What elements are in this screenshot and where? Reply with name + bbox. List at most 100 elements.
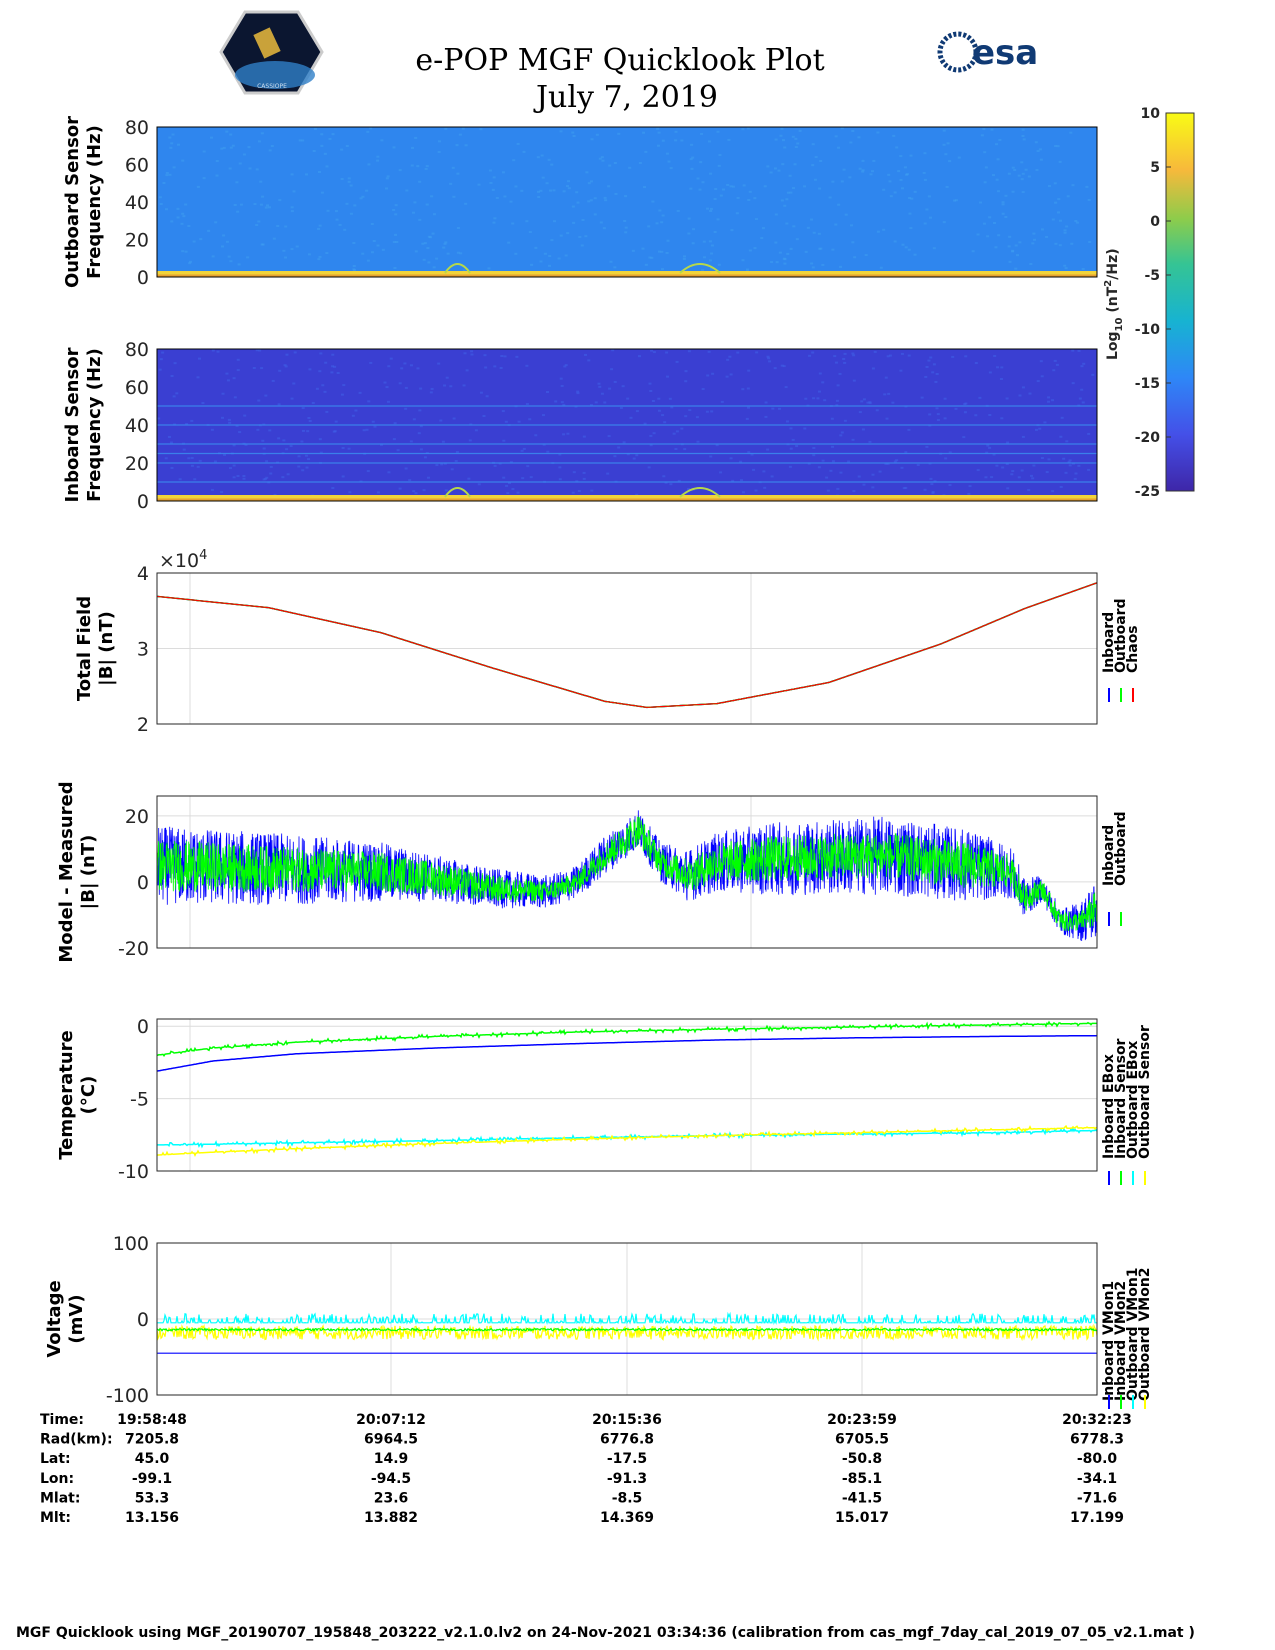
- spectrogram-cell: [576, 390, 580, 393]
- spectrogram-cell: [304, 454, 308, 457]
- spectrogram-cell: [709, 172, 713, 175]
- spectrogram-cell: [988, 216, 992, 219]
- spectrogram-cell: [176, 207, 180, 210]
- spectrogram-cell: [265, 460, 269, 463]
- spectrogram-cell: [385, 177, 389, 180]
- spectrogram-cell: [715, 444, 719, 447]
- spectrogram-cell: [821, 459, 825, 462]
- spectrogram-cell: [929, 356, 933, 359]
- spectrogram-cell: [328, 137, 332, 140]
- spectrogram-cell: [181, 250, 185, 253]
- spectrogram-cell: [558, 478, 562, 481]
- spectrogram-cell: [342, 384, 346, 387]
- spectrogram-cell: [948, 484, 952, 487]
- spectrogram-cell: [242, 153, 246, 156]
- spectrogram-cell: [290, 173, 294, 176]
- spectrogram-cell: [1059, 435, 1063, 438]
- spectrogram-cell: [1081, 401, 1085, 404]
- spectrogram-cell: [692, 228, 696, 231]
- spectrogram-cell: [711, 372, 715, 375]
- spectrogram-cell: [861, 159, 865, 162]
- spectrogram-cell: [167, 435, 171, 438]
- spectrogram-cell: [1034, 141, 1038, 144]
- spectrogram-cell: [358, 391, 362, 394]
- spectrogram-cell: [293, 351, 297, 354]
- spectrogram-cell: [683, 448, 687, 451]
- spectrogram-cell: [943, 417, 947, 420]
- spectrogram-cell: [964, 355, 968, 358]
- spectrogram-cell: [394, 204, 398, 207]
- spectrogram-cell: [589, 404, 593, 407]
- spectrogram-cell: [1021, 435, 1025, 438]
- spectrogram-cell: [211, 255, 215, 258]
- spectrogram-cell: [442, 246, 446, 249]
- spectrogram-cell: [341, 446, 345, 449]
- spectrogram-cell: [599, 221, 603, 224]
- spectrogram-cell: [766, 165, 770, 168]
- spectrogram-cell: [651, 400, 655, 403]
- spectrogram-cell: [795, 238, 799, 241]
- colorbar-tick-label: 10: [1141, 106, 1161, 122]
- spectrogram-cell: [209, 136, 213, 139]
- spectrogram-cell: [479, 128, 483, 131]
- spectrogram-cell: [667, 160, 671, 163]
- spectrogram-cell: [1036, 380, 1040, 383]
- spectrogram-cell: [852, 379, 856, 382]
- spectrogram-cell: [753, 247, 757, 250]
- spectrogram-cell: [942, 143, 946, 146]
- spectrogram-cell: [747, 369, 751, 372]
- y-tick-label: 0: [137, 491, 149, 513]
- spectrogram-cell: [794, 137, 798, 140]
- spectrogram-cell: [771, 407, 775, 410]
- table-cell: 14.369: [600, 1510, 654, 1526]
- spectrogram-cell: [1071, 184, 1075, 187]
- spectrogram-cell: [507, 241, 511, 244]
- spectrogram-cell: [736, 196, 740, 199]
- spectrogram-cell: [670, 406, 674, 409]
- spectrogram-cell: [580, 244, 584, 247]
- spectrogram-cell: [783, 146, 787, 149]
- spectrogram-cell: [774, 213, 778, 216]
- spectrogram-cell: [983, 151, 987, 154]
- spectrogram-cell: [847, 460, 851, 463]
- spectrogram-cell: [340, 393, 344, 396]
- spectrogram-cell: [1088, 241, 1092, 244]
- spectrogram-cell: [366, 130, 370, 133]
- spectrogram-cell: [929, 216, 933, 219]
- spectrogram-cell: [292, 382, 296, 385]
- spectrogram-cell: [470, 353, 474, 356]
- spectrogram-cell: [229, 146, 233, 149]
- spectrogram-cell: [432, 213, 436, 216]
- spectrogram-cell: [796, 142, 800, 145]
- spectrogram-cell: [807, 462, 811, 465]
- spectrogram-cell: [398, 487, 402, 490]
- spectrogram-cell: [885, 417, 889, 420]
- spectrogram-cell: [1059, 485, 1063, 488]
- colorbar-tick-label: -20: [1135, 430, 1161, 446]
- spectrogram-cell: [264, 394, 268, 397]
- spectrogram-cell: [292, 190, 296, 193]
- spectrogram-cell: [668, 397, 672, 400]
- spectrogram-cell: [783, 262, 787, 265]
- spectrogram-cell: [244, 443, 248, 446]
- spectrogram-cell: [467, 477, 471, 480]
- y-exponent-label: ×104: [159, 548, 207, 572]
- spectral-feature: [679, 487, 721, 498]
- spectrogram-cell: [575, 191, 579, 194]
- spectrogram-cell: [680, 427, 684, 430]
- y-axis-label-line1: Temperature: [56, 1030, 77, 1159]
- spectrogram-cell: [836, 384, 840, 387]
- spectrogram-cell: [158, 196, 162, 199]
- spectrogram-cell: [594, 401, 598, 404]
- spectrogram-cell: [644, 263, 648, 266]
- spectrogram-cell: [233, 396, 237, 399]
- spectrogram-cell: [246, 256, 250, 259]
- spectrogram-cell: [534, 434, 538, 437]
- spectrogram-cell: [176, 216, 180, 219]
- spectrogram-cell: [722, 188, 726, 191]
- spectrogram-cell: [261, 195, 265, 198]
- spectrogram-cell: [1008, 235, 1012, 238]
- table-cell: 7205.8: [125, 1432, 179, 1448]
- spectrogram-cell: [539, 189, 543, 192]
- spectrogram-cell: [317, 171, 321, 174]
